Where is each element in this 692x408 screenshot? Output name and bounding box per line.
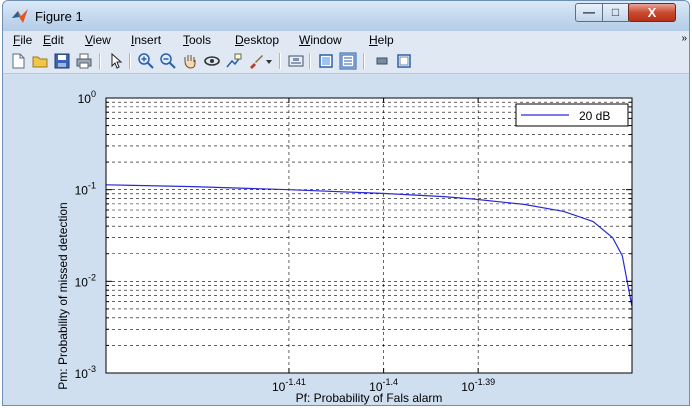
- x-tick-label: 10-1.4: [369, 377, 398, 394]
- data-cursor-icon[interactable]: [225, 52, 243, 70]
- menu-edit[interactable]: Edit: [43, 33, 64, 47]
- toolbar-separator: [279, 53, 281, 69]
- menu-help[interactable]: Help: [369, 33, 394, 47]
- new-figure-icon[interactable]: [9, 52, 27, 70]
- menu-window[interactable]: Window: [299, 33, 342, 47]
- toolbar-separator: [363, 53, 365, 69]
- minimize-button[interactable]: —: [575, 3, 603, 22]
- legend-box: [515, 103, 629, 127]
- figure-canvas: 10-1.41 10-1.4 10-1.39 100 10-1 10-2 10-3 20 d…: [3, 74, 689, 405]
- y-tick-label: 10-2: [75, 272, 96, 289]
- axes-background: [106, 98, 632, 373]
- save-icon[interactable]: [53, 52, 71, 70]
- legend-label-20db: 20 dB: [579, 109, 610, 123]
- y-axis-label: Pm: Probability of missed detection: [56, 202, 70, 389]
- y-tick-label: 10-3: [75, 364, 96, 381]
- series-line-20db: [105, 184, 633, 307]
- axes-frame: [105, 97, 633, 374]
- title-bar[interactable]: Figure 1 — □ X: [3, 1, 689, 31]
- print-icon[interactable]: [75, 52, 93, 70]
- x-tick-label: 10-1.39: [461, 377, 495, 394]
- figure-toolbar: [3, 49, 689, 74]
- window-title: Figure 1: [35, 9, 83, 24]
- legend[interactable]: 20 dB: [515, 103, 629, 127]
- grid-layer: [106, 98, 632, 374]
- toolbar-separator: [99, 53, 101, 69]
- menu-tools[interactable]: Tools: [183, 33, 212, 47]
- maximize-icon: □: [611, 5, 620, 19]
- toolbar-separator: [129, 53, 131, 69]
- insert-legend-icon[interactable]: [339, 52, 357, 70]
- y-tick-label: 100: [78, 89, 96, 106]
- brush-icon[interactable]: [247, 52, 265, 70]
- matlab-logo-icon: [12, 9, 28, 23]
- open-file-icon[interactable]: [31, 52, 49, 70]
- zoom-out-icon[interactable]: [159, 52, 177, 70]
- zoom-in-icon[interactable]: [137, 52, 155, 70]
- series-layer: [105, 184, 633, 307]
- maximize-button[interactable]: □: [602, 3, 629, 22]
- chart-svg: 10-1.41 10-1.4 10-1.39 100 10-1 10-2 10-3 20 d…: [56, 89, 633, 405]
- brush-dropdown-icon[interactable]: [265, 52, 273, 70]
- insert-colorbar-icon[interactable]: [317, 52, 335, 70]
- menu-view[interactable]: View: [85, 33, 111, 47]
- link-plot-icon[interactable]: [287, 52, 305, 70]
- minimize-icon: —: [583, 5, 595, 19]
- x-tick-label: 10-1.41: [272, 377, 306, 394]
- rotate-3d-icon[interactable]: [203, 52, 221, 70]
- y-tick-label: 10-1: [75, 181, 96, 198]
- close-icon: X: [647, 5, 657, 20]
- show-plot-tools-icon[interactable]: [395, 52, 413, 70]
- ticks-layer: 10-1.41 10-1.4 10-1.39 100 10-1 10-2 10-3: [75, 89, 632, 394]
- pan-hand-icon[interactable]: [181, 52, 199, 70]
- menu-insert[interactable]: Insert: [131, 33, 162, 47]
- edit-plot-arrow-icon[interactable]: [107, 52, 125, 70]
- menu-overflow-icon[interactable]: »: [681, 33, 687, 44]
- menu-desktop[interactable]: Desktop: [235, 33, 280, 47]
- hide-plot-tools-icon[interactable]: [373, 52, 391, 70]
- toolbar-separator: [309, 53, 311, 69]
- x-axis-label: Pf: Probability of Fals alarm: [296, 391, 443, 405]
- menu-file[interactable]: File: [13, 33, 33, 47]
- menu-bar: File Edit View Insert Tools Desktop Wind…: [3, 31, 689, 49]
- close-button[interactable]: X: [628, 3, 676, 22]
